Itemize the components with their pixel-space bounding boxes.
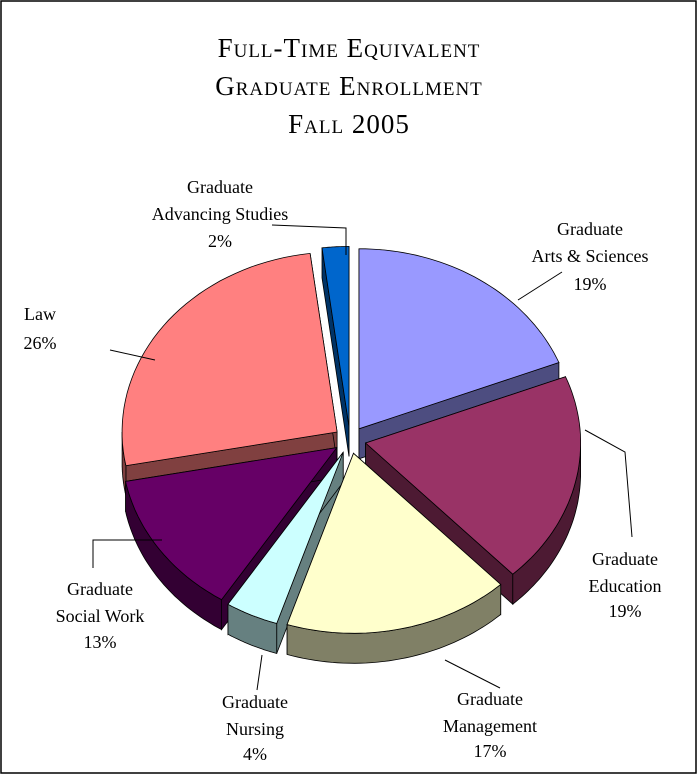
pie-slice [227, 451, 344, 655]
slice-top [321, 246, 350, 427]
slice-label: Graduate Advancing Studies [152, 177, 289, 224]
chart-title: Full-Time Equivalent [218, 33, 481, 63]
slice-label: Graduate Management [443, 689, 537, 736]
slice-label: Graduate Education [589, 549, 662, 596]
chart-title: Fall 2005 [288, 109, 410, 139]
slice-label: Graduate Arts & Sciences [532, 219, 649, 266]
leader-line [92, 539, 162, 568]
slice-percent: 19% [574, 274, 607, 294]
slice-percent: 2% [208, 231, 232, 251]
slice-percent: 17% [474, 741, 507, 761]
pie-slice [286, 452, 502, 664]
leader-line [584, 429, 633, 538]
slice-top [364, 376, 581, 575]
slice-percent: 19% [609, 601, 642, 621]
slice-top [121, 252, 338, 467]
pie-slice [321, 246, 350, 457]
slice-top [227, 452, 344, 624]
leader-line [271, 224, 347, 255]
leader-line [517, 271, 563, 301]
slice-top [286, 452, 502, 634]
leader-line [256, 654, 263, 691]
slice-top [125, 447, 338, 601]
leader-line [109, 349, 156, 361]
leader-line [444, 659, 501, 689]
slice-label: Graduate Social Work [56, 579, 145, 626]
slice-percent: 4% [243, 744, 267, 764]
slice-top [358, 248, 560, 430]
slice-percent: 26% [24, 333, 57, 353]
chart-title: Graduate Enrollment [215, 71, 483, 101]
slice-percent: 13% [84, 632, 117, 652]
slice-label: Graduate Nursing [222, 692, 288, 739]
slice-label: Law [24, 304, 56, 324]
